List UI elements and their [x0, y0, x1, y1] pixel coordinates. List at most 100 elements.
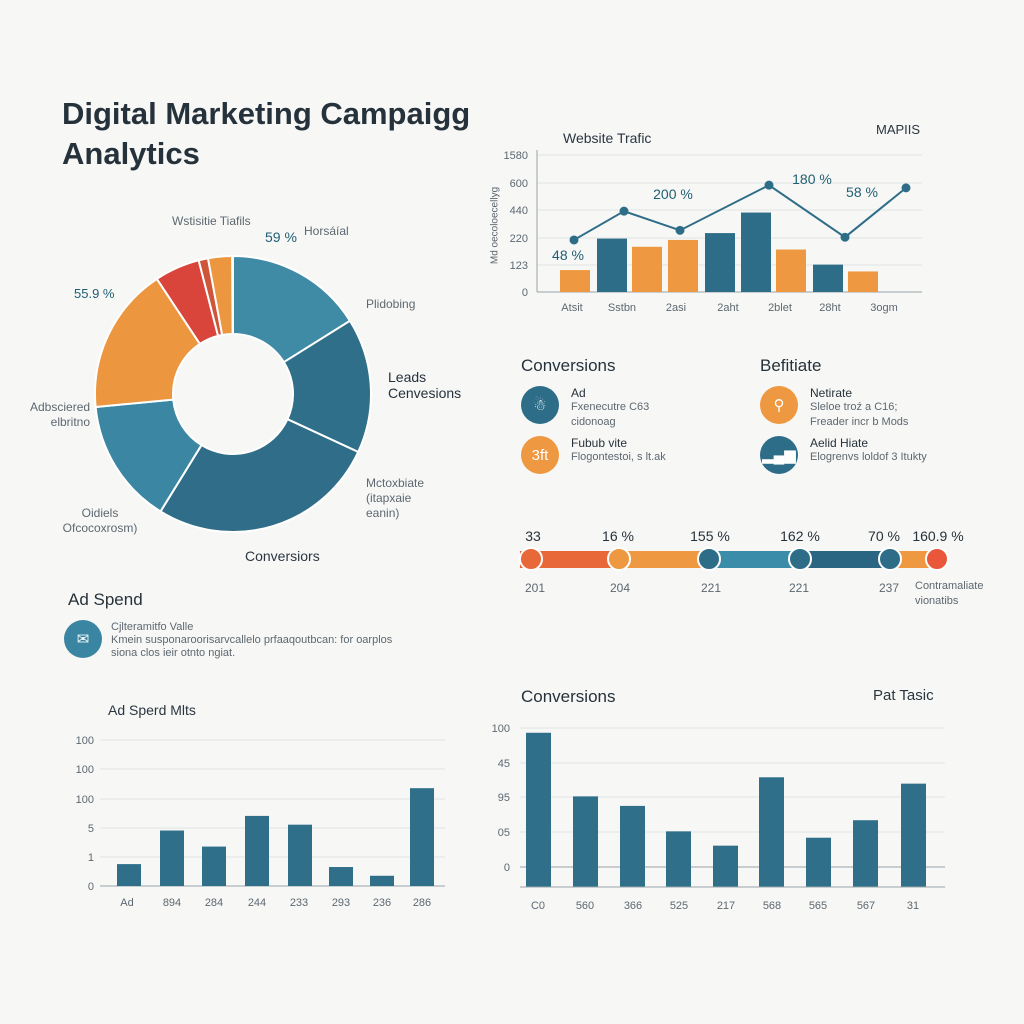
timeline-end-label: Contramaliate vionatibs	[915, 580, 984, 607]
item-desc: Flogontestoi, s lt.ak	[571, 451, 666, 463]
conversions-item: ☃ Ad Fxenecutre C63 cidonoag	[521, 386, 649, 430]
website-traffic-chart: 1580 600 440 220 123 0 Atsit Sstbn 2asi 2aht 2blet…	[504, 150, 922, 314]
y-tick-label: 0	[88, 881, 94, 893]
benefits-item: ⚲ Netirate Sleloe troź a C16; Freader incr …	[760, 386, 908, 430]
bar	[632, 246, 662, 292]
line-point	[764, 180, 774, 190]
conversions-chart-title: Conversions	[521, 687, 616, 706]
donut-slice	[232, 254, 352, 364]
traffic-title: Website Trafic	[563, 130, 652, 146]
x-tick-label: 568	[763, 900, 781, 912]
y-tick-label: 1580	[504, 150, 528, 162]
x-tick-label: 2asi	[666, 302, 686, 314]
timeline-dot	[519, 547, 543, 571]
item-title: Aelid Hiate	[810, 436, 869, 450]
timeline-bottom-label: 237	[879, 581, 899, 595]
timeline-top-label: 160.9 %	[912, 528, 963, 544]
y-tick-label: 440	[510, 205, 528, 217]
donut-label-plidobing: Plidobing	[366, 297, 416, 311]
page-title: Digital Marketing Campaigg Analytics	[62, 96, 471, 171]
x-tick-label: 2blet	[768, 302, 792, 314]
timeline-bottom-label: 201	[525, 581, 545, 595]
y-tick-label: 100	[492, 723, 510, 735]
donut-label-leads: Leads Cenvesions	[388, 369, 462, 401]
conversions-item: 3ft Fubub vite Flogontestoi, s lt.ak	[521, 436, 666, 474]
x-tick-label: 3ogm	[870, 302, 898, 314]
y-tick-label: 600	[510, 178, 528, 190]
x-tick-label: 2aht	[717, 302, 738, 314]
item-desc: Fxenecutre C63	[571, 401, 650, 413]
item-title: Fubub vite	[571, 436, 628, 450]
line-point	[569, 235, 579, 245]
donut-pct-left: 55.9 %	[74, 286, 115, 301]
timeline-top-label: 162 %	[780, 528, 820, 544]
timeline-dot	[607, 547, 631, 571]
timeline-bottom-label: 221	[701, 581, 721, 595]
bar	[848, 271, 878, 292]
bar	[526, 732, 551, 887]
bar	[370, 875, 394, 886]
timeline-segment	[890, 551, 937, 568]
bar	[741, 212, 771, 292]
y-tick-label: 100	[76, 764, 94, 776]
x-tick-label: 293	[332, 897, 350, 909]
timeline-top-label: 16 %	[602, 528, 634, 544]
x-tick-label: 236	[373, 897, 391, 909]
timeline-bottom-label: 204	[610, 581, 630, 595]
donut-slice	[94, 277, 202, 409]
y-tick-label: 100	[76, 794, 94, 806]
bar	[813, 264, 843, 292]
timeline-segment	[800, 551, 890, 568]
x-tick-label: 31	[907, 900, 919, 912]
timeline-segment	[619, 551, 709, 568]
line-point	[675, 225, 685, 235]
donut-slice	[94, 398, 203, 513]
donut-slice	[206, 254, 234, 337]
x-tick-label: 560	[576, 900, 594, 912]
x-tick-label: 217	[717, 900, 735, 912]
bar	[202, 846, 226, 886]
bar	[560, 270, 590, 292]
donut-label-mctoxbiate: Mctoxbiate (itapxaie eanin)	[366, 476, 425, 520]
bar	[620, 805, 645, 887]
bar	[806, 837, 831, 887]
donut-label-adbsciered: Adbsciered elbritno	[30, 400, 91, 429]
y-tick-label: 100	[76, 735, 94, 747]
line-point	[619, 206, 629, 216]
timeline-top-label: 33	[525, 528, 541, 544]
y-tick-label: 1	[88, 852, 94, 864]
bar	[597, 238, 627, 292]
bar	[705, 233, 735, 292]
key-icon: ⚲	[760, 386, 798, 424]
donut-pct-top: 59 %	[265, 229, 297, 245]
person-icon: ☃	[521, 386, 559, 424]
y-tick-label: 45	[498, 758, 510, 770]
ad-spend-chart: 100 100 100 5 1 0 Ad 894 284 244 233 293 236 286	[76, 735, 445, 909]
line-label: 48 %	[552, 247, 584, 263]
line-point	[901, 183, 911, 193]
y-tick-label: 95	[498, 792, 510, 804]
y-tick-label: 5	[88, 823, 94, 835]
bar-chart-icon: ▂▄▆	[760, 436, 798, 474]
bar	[776, 249, 806, 292]
ad-spend-heading: Ad Spend	[68, 590, 143, 609]
x-tick-label: 244	[248, 897, 266, 909]
y-tick-label: 05	[498, 827, 510, 839]
bar	[410, 788, 434, 886]
item-desc: cidonoag	[571, 416, 616, 428]
timeline-bottom-label: 221	[789, 581, 809, 595]
x-tick-label: 525	[670, 900, 688, 912]
line-label: 200 %	[653, 186, 693, 202]
y-tick-label: 0	[504, 862, 510, 874]
item-desc: Elogrenvs loldof 3 Itukty	[810, 451, 927, 463]
timeline-bar: 33 16 % 155 % 162 % 70 % 160.9 % 201 204 221 221 2…	[519, 528, 964, 595]
timeline-dot	[788, 547, 812, 571]
x-tick-label: 28ht	[819, 302, 840, 314]
y-tick-label: 0	[522, 287, 528, 299]
x-tick-label: 286	[413, 897, 431, 909]
bar	[853, 820, 878, 887]
x-tick-label: Atsit	[561, 302, 582, 314]
item-desc: Sleloe troź a C16;	[810, 401, 898, 413]
donut-label-horsaial: Horsáíal	[304, 224, 349, 238]
conversions-heading: Conversions	[521, 356, 616, 375]
